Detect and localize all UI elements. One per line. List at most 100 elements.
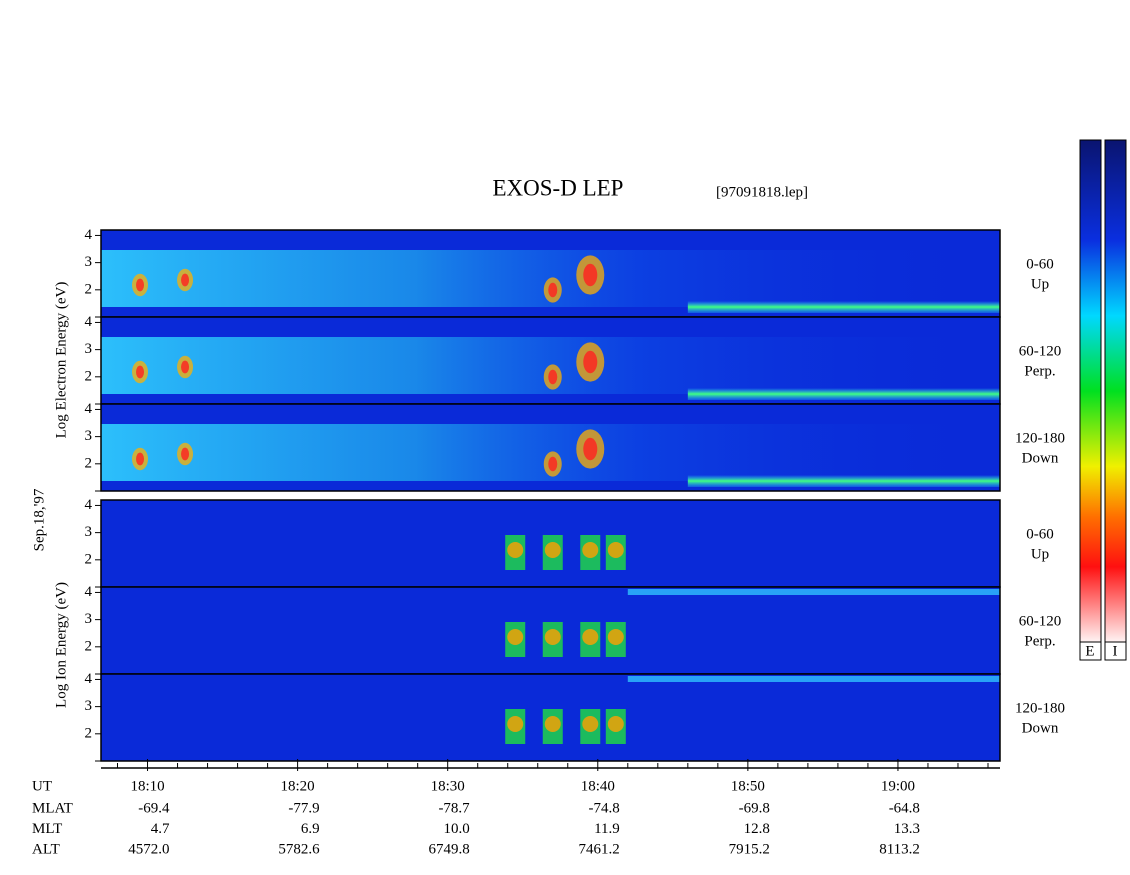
- ephemeris-value: 6749.8: [428, 841, 469, 857]
- y-tick-label: 3: [85, 254, 93, 270]
- date-label: Sep.18,'97: [31, 488, 47, 551]
- flux-blob: [607, 542, 624, 558]
- panel-label: 120-180: [1015, 430, 1065, 446]
- panel-frame: [100, 673, 1001, 762]
- row-label: MLT: [32, 821, 62, 837]
- flux-blob: [582, 629, 599, 645]
- flux-low-band: [687, 388, 1000, 400]
- ephemeris-value: -78.7: [438, 800, 470, 816]
- y-tick-label: 4: [85, 227, 93, 243]
- flux-blob: [544, 716, 561, 732]
- flux-blob: [548, 369, 558, 385]
- panel-direction: Up: [1031, 546, 1049, 562]
- colorbar-box: [1104, 641, 1127, 661]
- y-tick-label: 2: [85, 455, 93, 471]
- colorbar-label: E: [1085, 643, 1094, 659]
- panel-direction: Up: [1031, 276, 1049, 292]
- flux-top-band: [627, 589, 1000, 595]
- panel-direction: Perp.: [1024, 633, 1055, 649]
- y-tick-label: 3: [85, 341, 93, 357]
- flux-blob: [136, 452, 145, 466]
- panel-direction: Down: [1022, 720, 1059, 736]
- flux-blob: [544, 629, 561, 645]
- y-tick-label: 4: [85, 497, 93, 513]
- x-tick-label: 18:40: [581, 778, 615, 794]
- panel-label: 60-120: [1019, 613, 1062, 629]
- ephemeris-value: -69.8: [739, 800, 770, 816]
- flux-blob: [507, 716, 524, 732]
- chart-title: EXOS-D LEP: [493, 175, 624, 200]
- flux-top-band: [627, 676, 1000, 682]
- panel-label: 120-180: [1015, 700, 1065, 716]
- flux-blob: [607, 629, 624, 645]
- flux-blob: [607, 716, 624, 732]
- y-tick-label: 2: [85, 551, 93, 567]
- flux-blob: [181, 360, 190, 374]
- flux-blob: [583, 263, 598, 287]
- flux-blob: [136, 278, 145, 292]
- y-tick-label: 3: [85, 524, 93, 540]
- ephemeris-value: 5782.6: [278, 841, 320, 857]
- ephemeris-value: 11.9: [594, 821, 620, 837]
- panel-label: 0-60: [1026, 526, 1054, 542]
- flux-blob: [583, 437, 598, 461]
- ephemeris-value: 7461.2: [579, 841, 620, 857]
- panel-direction: Perp.: [1024, 363, 1055, 379]
- flux-blob: [136, 365, 145, 379]
- y-tick-label: 4: [85, 314, 93, 330]
- row-label: MLAT: [32, 800, 73, 816]
- y-tick-label: 3: [85, 611, 93, 627]
- flux-blob: [548, 456, 558, 472]
- row-label: ALT: [32, 841, 60, 857]
- ephemeris-value: 12.8: [744, 821, 770, 837]
- y-tick-label: 2: [85, 281, 93, 297]
- ephemeris-value: -74.8: [589, 800, 620, 816]
- panel-direction: Down: [1022, 450, 1059, 466]
- flux-blob: [548, 282, 558, 298]
- flux-blob: [582, 716, 599, 732]
- y-tick-label: 3: [85, 428, 93, 444]
- file-name: [97091818.lep]: [716, 184, 808, 200]
- y-tick-label: 3: [85, 698, 93, 714]
- y-axis-label: Log Ion Energy (eV): [53, 582, 69, 708]
- ephemeris-value: -77.9: [288, 800, 319, 816]
- ephemeris-value: -69.4: [138, 800, 170, 816]
- row-label: UT: [32, 778, 52, 794]
- flux-low-band: [687, 301, 1000, 313]
- ephemeris-value: -64.8: [889, 800, 920, 816]
- x-tick-label: 18:20: [281, 778, 315, 794]
- colorbar: [1079, 139, 1102, 643]
- x-tick-label: 18:50: [731, 778, 765, 794]
- colorbar-label: I: [1113, 643, 1118, 659]
- x-tick-label: 19:00: [881, 778, 915, 794]
- flux-blob: [582, 542, 599, 558]
- ephemeris-value: 7915.2: [729, 841, 770, 857]
- flux-low-band: [687, 475, 1000, 487]
- ephemeris-value: 13.3: [894, 821, 920, 837]
- flux-blob: [181, 447, 190, 461]
- y-tick-label: 4: [85, 401, 93, 417]
- y-tick-label: 4: [85, 671, 93, 687]
- ephemeris-value: 8113.2: [879, 841, 920, 857]
- ephemeris-value: 4.7: [151, 821, 170, 837]
- y-tick-label: 2: [85, 725, 93, 741]
- flux-blob: [583, 350, 598, 374]
- panel-label: 0-60: [1026, 256, 1054, 272]
- ephemeris-value: 6.9: [301, 821, 320, 837]
- flux-blob: [507, 542, 524, 558]
- y-tick-label: 2: [85, 638, 93, 654]
- ephemeris-value: 10.0: [443, 821, 469, 837]
- flux-blob: [507, 629, 524, 645]
- panel-frame: [100, 403, 1001, 492]
- colorbar-box: [1079, 641, 1102, 661]
- x-tick-label: 18:10: [130, 778, 164, 794]
- flux-blob: [544, 542, 561, 558]
- panel-label: 60-120: [1019, 343, 1062, 359]
- y-tick-label: 4: [85, 584, 93, 600]
- y-tick-label: 2: [85, 368, 93, 384]
- ephemeris-value: 4572.0: [128, 841, 169, 857]
- flux-blob: [181, 273, 190, 287]
- y-axis-label: Log Electron Energy (eV): [53, 282, 69, 439]
